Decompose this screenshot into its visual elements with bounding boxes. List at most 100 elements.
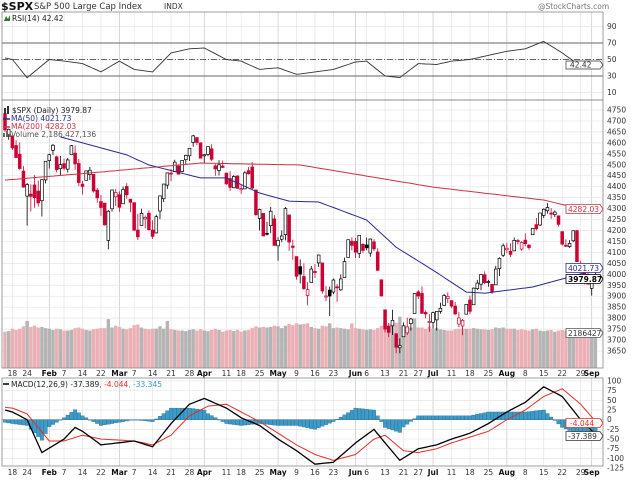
- volume-bar: [95, 328, 99, 368]
- rsi-tick-label: 70: [607, 39, 617, 48]
- candle: [169, 168, 173, 182]
- volume-bar: [10, 328, 15, 368]
- volume-bar: [54, 328, 59, 368]
- volume-bar: [538, 330, 542, 368]
- macd-histogram-bar: [98, 419, 103, 426]
- candle: [287, 214, 291, 251]
- macd-histogram-bar: [560, 419, 565, 428]
- volume-bar: [567, 331, 572, 368]
- date-label-bottom: Apr: [197, 468, 212, 477]
- macd-histogram-bar: [479, 413, 483, 420]
- candle-body: [220, 165, 225, 168]
- macd-histogram-bar: [397, 419, 402, 433]
- volume-bar: [117, 326, 122, 368]
- volume-bar: [202, 330, 206, 368]
- candle-body: [254, 189, 258, 216]
- volume-bar: [427, 326, 432, 368]
- date-label-bottom: 24: [22, 468, 32, 477]
- rsi-legend-text: RSI(14) 42.42: [12, 14, 64, 23]
- candle-body: [69, 145, 74, 155]
- candle: [80, 180, 85, 195]
- candle: [302, 263, 306, 291]
- candle: [372, 239, 376, 251]
- candle-body: [99, 201, 103, 208]
- candle-body: [409, 318, 413, 324]
- candle: [575, 229, 579, 262]
- volume-bar: [353, 328, 358, 368]
- macd-histogram-bar: [335, 419, 340, 421]
- volume-bar: [483, 329, 487, 368]
- macd-histogram-bar: [434, 415, 439, 420]
- volume-bar: [29, 326, 33, 368]
- macd-histogram-bar: [272, 419, 277, 426]
- macd-histogram-bar: [205, 413, 210, 420]
- volume-bar: [209, 329, 214, 368]
- candle: [357, 235, 361, 259]
- candle-body: [512, 240, 516, 252]
- macd-histogram-bar: [279, 419, 284, 426]
- candle: [553, 210, 557, 217]
- date-label-bottom: 8: [523, 468, 528, 477]
- volume-bar: [512, 328, 516, 368]
- candle-body: [14, 145, 18, 158]
- volume-bar: [6, 331, 11, 368]
- candle-body: [158, 195, 162, 212]
- date-label-bottom: 7: [62, 468, 67, 477]
- candle: [342, 257, 347, 278]
- candle: [77, 158, 81, 187]
- volume-bar: [316, 328, 321, 368]
- candle-body: [276, 240, 280, 247]
- candle: [486, 279, 491, 287]
- volume-bar: [361, 329, 365, 368]
- candle-body: [65, 159, 70, 170]
- date-label-top: 18: [465, 369, 475, 378]
- macd-histogram-bar: [62, 417, 66, 420]
- candle-body: [257, 209, 262, 219]
- candle-body: [139, 213, 144, 226]
- volume-bar: [460, 328, 465, 368]
- candle-body: [154, 216, 159, 234]
- macd-histogram-bar: [121, 419, 126, 422]
- candle-body: [468, 299, 472, 312]
- candle-body: [169, 172, 173, 175]
- candle: [475, 279, 480, 290]
- candle: [505, 242, 509, 254]
- date-label-bottom: 23: [329, 468, 339, 477]
- candle: [184, 154, 188, 165]
- volume-bar: [99, 328, 103, 368]
- candle-body: [519, 242, 524, 250]
- candle: [423, 310, 428, 319]
- macd-tick-label: -50: [607, 435, 619, 444]
- candle: [268, 206, 273, 234]
- volume-bar: [508, 328, 513, 368]
- candle: [95, 187, 99, 203]
- candle-body: [479, 274, 483, 285]
- macd-histogram-bar: [209, 415, 214, 420]
- date-label-top: 27: [414, 369, 424, 378]
- candle: [84, 170, 88, 181]
- last-price-box: 3979.87: [565, 274, 604, 284]
- date-label-top: 18: [8, 369, 18, 378]
- candle-body: [213, 165, 218, 170]
- candle-body: [471, 287, 476, 306]
- macd-legend: MACD(12,26,9) -37.389, -4.044, -33.345: [3, 380, 162, 389]
- candle-body: [313, 271, 317, 273]
- date-label-bottom: Mar: [111, 468, 128, 477]
- candle: [327, 286, 332, 316]
- date-label-top: 24: [22, 369, 32, 378]
- candle: [416, 290, 421, 300]
- candle-body: [298, 266, 302, 275]
- macd-histogram-bar: [3, 419, 7, 423]
- candle-body: [560, 231, 564, 245]
- macd-histogram-bar: [91, 419, 96, 422]
- candle-body: [449, 300, 454, 307]
- macd-histogram-bar: [313, 419, 317, 430]
- macd-tick-label: 100: [607, 377, 622, 386]
- candle: [150, 220, 155, 239]
- candle-body: [368, 238, 373, 254]
- candle-body: [401, 325, 406, 338]
- volume-bar: [335, 327, 339, 368]
- candle: [497, 257, 502, 276]
- candle: [18, 142, 22, 170]
- candle-body: [47, 154, 52, 161]
